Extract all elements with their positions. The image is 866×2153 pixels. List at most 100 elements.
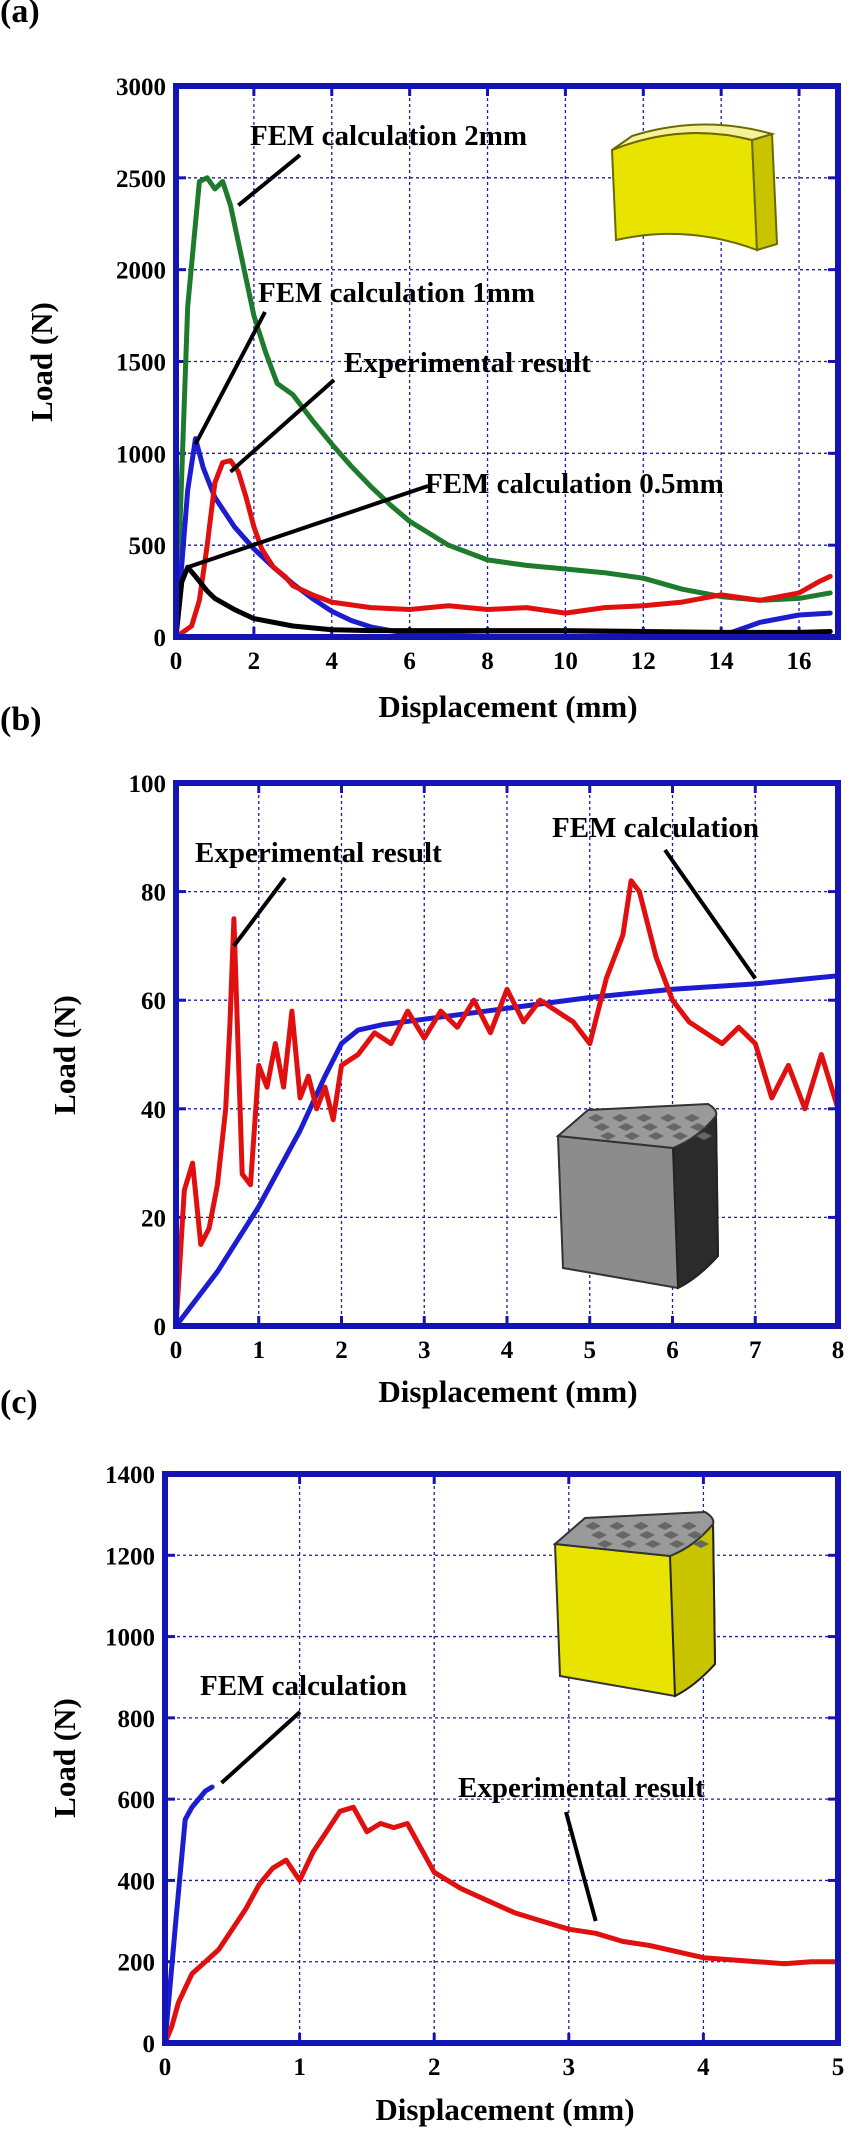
annotation-fem-calculation: FEM calculation [552,812,759,844]
y-tick-label: 60 [141,988,166,1015]
annotation-leader [232,876,287,948]
y-tick-label: 1000 [116,441,166,468]
inset-cell-mark [597,1540,613,1548]
annotation-fem-calculation: FEM calculation [200,1670,407,1702]
y-tick-label: 40 [141,1097,166,1124]
series-line-experimental-result [173,458,833,640]
annotation-fem-calculation-1mm: FEM calculation 1mm [258,277,535,309]
inset-gray-honeycomb-sector-icon [555,1102,720,1290]
series-line-experimental-result [162,1804,841,2046]
y-axis-label: Load (N) [47,1698,82,1818]
series [162,1784,841,2046]
inset-cell-mark [585,1522,601,1530]
inset-cell-mark [624,1132,640,1140]
annotation-leader [564,1811,598,1922]
y-tick-label: 0 [154,1314,167,1341]
inset-cell-mark [657,1522,673,1530]
y-tick-label: 600 [118,1787,156,1814]
inset-cell-mark [612,1114,628,1122]
x-tick-label: 1 [293,2054,306,2081]
panel-label: (a) [0,0,40,30]
y-tick-label: 0 [154,625,167,652]
inset-cell-mark [594,1123,610,1131]
x-tick-label: 12 [631,648,656,675]
x-tick-label: 10 [553,648,578,675]
annotation-leader [220,1710,302,1785]
inset-shell-side [750,132,779,252]
y-tick-label: 20 [141,1205,166,1232]
series-line-fem-calculation-0-5mm [173,564,833,640]
inset-cell-mark [645,1540,661,1548]
x-tick-label: 8 [832,1337,845,1364]
plot-frame [173,780,841,1329]
annotation-experimental-result: Experimental result [344,347,591,379]
inset-cell-mark [642,1123,658,1131]
x-tick-label: 6 [403,648,416,675]
y-tick-label: 1200 [105,1543,155,1570]
annotation-leader [193,311,267,446]
panel-a: (a) 0 2 4 6 8 10 12 14 16 0 500 1000 1500 2000 2500 3000… [0,0,841,724]
inset-cell-mark [621,1540,637,1548]
inset-cell-mark [696,1132,712,1140]
inset-cell-mark [636,1114,652,1122]
y-tick-label: 1400 [105,1462,155,1489]
inset-cell-mark [591,1531,607,1539]
inset-cell-mark [609,1522,625,1530]
y-tick-label: 3000 [116,74,166,101]
inset-cell-mark [615,1531,631,1539]
x-tick-label: 0 [170,1337,183,1364]
y-axis-label: Load (N) [24,302,59,422]
inset-cell-mark [588,1114,604,1122]
inset-cell-mark [600,1132,616,1140]
inset-yellow-shell-sector-icon [610,123,779,252]
y-axis-label: Load (N) [47,995,82,1115]
inset-cell-mark [681,1522,697,1530]
x-tick-label: 2 [335,1337,348,1364]
inset-cell-mark [684,1114,700,1122]
y-tick-label: 200 [118,1950,156,1977]
inset-cell-mark [690,1123,706,1131]
x-tick-label: 1 [253,1337,266,1364]
inset-cell-mark [693,1540,709,1548]
inset-yellow-honeycomb-sector-icon [552,1510,717,1698]
x-tick-label: 0 [159,2054,172,2081]
series-line-fem-calculation-2mm [173,175,833,640]
plot-frame [173,83,841,640]
inset-cell-mark [633,1522,649,1530]
series-line-experimental-result [173,878,841,1329]
annotation-fem-calculation-2mm: FEM calculation 2mm [250,120,527,152]
annotation-experimental-result: Experimental result [195,837,442,869]
plot-frame [162,1471,841,2046]
ticks: 0 1 2 3 4 5 0 200 400 600 800 1000 1200 1400 [105,1462,844,2081]
y-tick-label: 2000 [116,258,166,285]
x-tick-label: 3 [563,2054,576,2081]
grid [176,783,838,1326]
x-axis-label: Displacement (mm) [378,1374,637,1409]
inset-shell-top [611,123,776,151]
annotations: FEM calculation 2mm FEM calculation 1mm Ex… [187,120,724,570]
annotation-leader [229,378,336,474]
x-tick-label: 6 [666,1337,679,1364]
x-tick-label: 4 [501,1337,514,1364]
x-tick-label: 4 [326,648,339,675]
x-tick-label: 16 [787,648,812,675]
y-tick-label: 800 [118,1706,156,1733]
annotations: FEM calculation Experimental result [200,1670,705,1922]
x-tick-label: 5 [584,1337,597,1364]
y-tick-label: 100 [129,771,167,798]
annotation-leader [187,484,429,570]
y-tick-label: 400 [118,1868,156,1895]
y-tick-label: 0 [143,2031,156,2058]
x-tick-label: 8 [481,648,494,675]
x-tick-label: 14 [709,648,735,675]
y-tick-label: 80 [141,880,166,907]
panel-label: (b) [0,701,42,738]
x-axis-label: Displacement (mm) [378,689,637,724]
y-tick-label: 1000 [105,1625,155,1652]
panel-label: (c) [0,1384,38,1421]
inset-cell-mark [639,1531,655,1539]
grid [165,1474,838,2043]
y-tick-label: 2500 [116,166,166,193]
